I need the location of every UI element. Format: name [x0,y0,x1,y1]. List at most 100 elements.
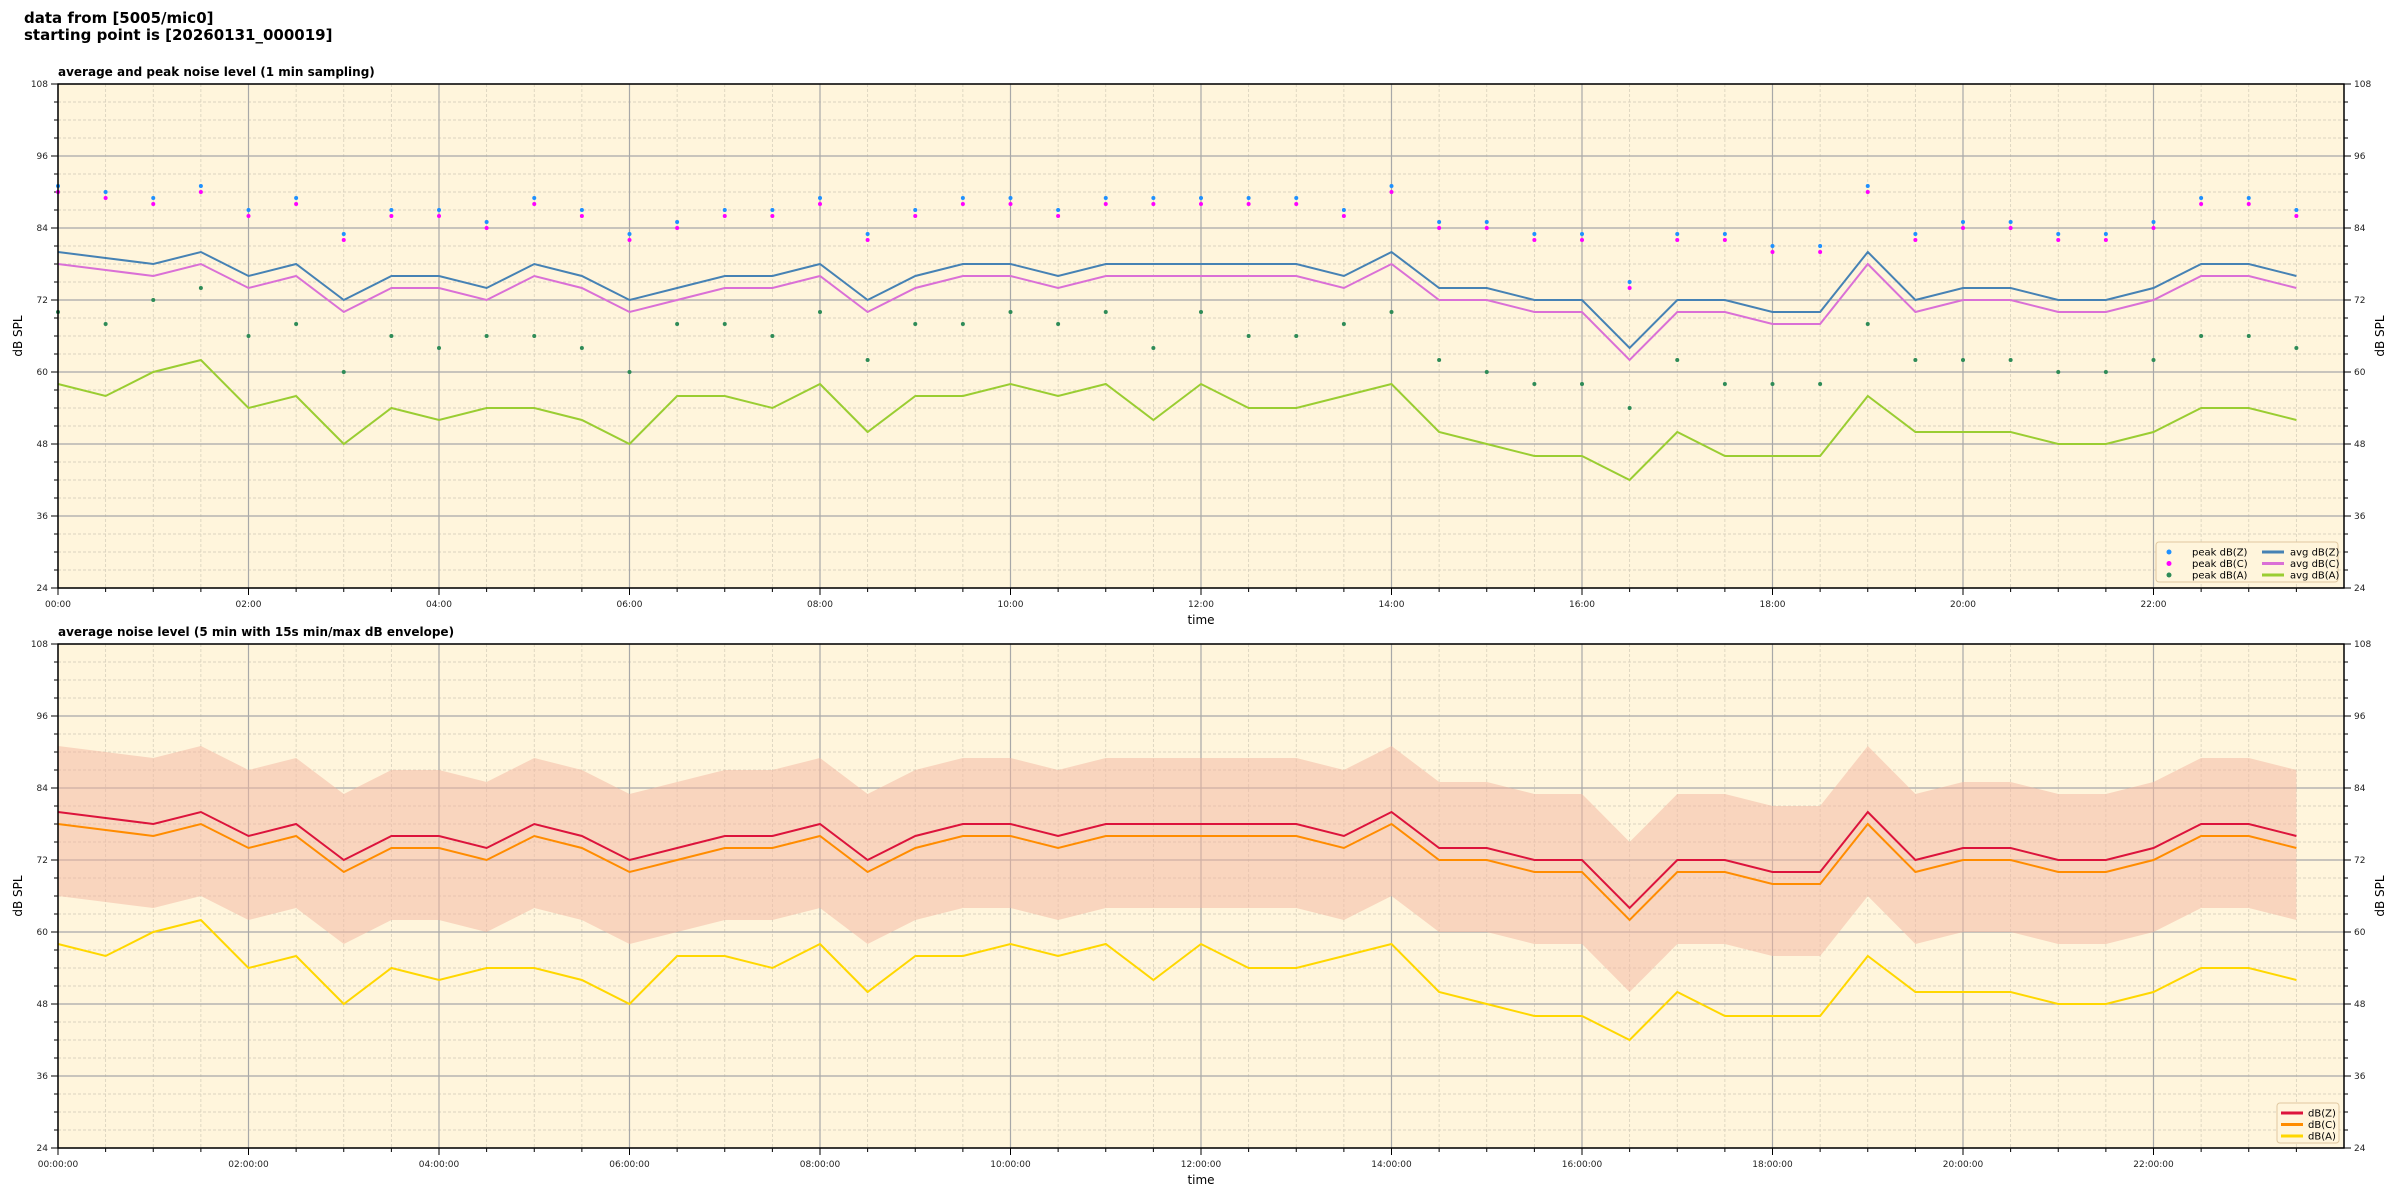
data-point-peakdbc [1056,214,1061,218]
data-point-peakdbz [294,196,299,200]
x-tick-label: 04:00:00 [419,1160,460,1170]
y-axis-label: dB SPL [11,315,25,357]
y-tick-label-right: 48 [2354,1000,2366,1010]
data-point-peakdba [341,370,346,374]
data-point-peakdbz [1389,184,1394,188]
data-point-peakdba [2151,358,2156,362]
data-point-peakdba [1437,358,1442,362]
data-point-peakdbz [2151,220,2156,224]
data-point-peakdba [1580,382,1584,386]
legend-label: avg dB(Z) [2290,548,2340,559]
legend-box [2155,541,2339,583]
data-point-peakdbc [1103,202,1108,206]
x-tick-label: 10:00:00 [990,1160,1031,1170]
data-point-peakdbz [103,190,108,194]
series-line-avgdbc [57,262,2297,362]
data-point-peakdba [532,334,537,338]
data-point-peakdbz [2199,196,2204,200]
data-point-peakdba [294,322,299,326]
data-point-peakdbc [1341,214,1346,218]
data-point-peakdba [627,370,632,374]
data-point-peakdba [1818,382,1823,386]
data-point-peakdba [1294,334,1299,338]
data-point-peakdba [2103,370,2108,374]
data-point-peakdba [1627,406,1632,410]
data-point-peakdbz [1103,196,1108,200]
data-point-peakdbc [1580,238,1584,242]
data-point-peakdba [151,298,156,302]
y-tick-label-right: 72 [2354,856,2365,866]
y-tick-label-right: 84 [2354,224,2366,234]
data-point-peakdbc [1389,190,1394,194]
x-tick-label: 16:00 [1569,600,1595,610]
data-point-peakdbz [437,208,441,212]
data-point-peakdbc [1722,238,1727,242]
y-tick-label: 108 [31,80,48,90]
data-point-peakdbc [437,214,441,218]
data-point-peakdbz [246,208,251,212]
x-axis-label: time [1187,613,1214,627]
y-tick-label-right: 48 [2354,440,2366,450]
starting-point-label: starting point is [20260131_000019] [24,26,333,44]
x-tick-label: 14:00:00 [1371,1160,1412,1170]
data-point-peakdbz [484,220,489,224]
data-point-peakdba [2056,370,2061,374]
data-point-peakdbz [1675,232,1680,236]
data-point-peakdba [960,322,965,326]
data-point-peakdbc [1532,238,1537,242]
data-point-peakdbc [2294,214,2299,218]
data-point-peakdba [1484,370,1489,374]
data-point-peakdbz [341,232,346,236]
data-point-peakdba [246,334,251,338]
data-point-peakdbz [1484,220,1489,224]
data-point-peakdbz [722,208,727,212]
data-point-peakdbc [2199,202,2204,206]
data-point-peakdbc [2008,226,2013,230]
data-point-peakdbz [151,196,156,200]
data-point-peakdbz [818,196,822,200]
y-tick-label: 60 [37,368,49,378]
data-point-peakdbc [1199,202,1203,206]
legend-label: avg dB(C) [2290,559,2340,570]
series-line-dbz [57,810,2297,910]
data-point-peakdbc [1913,238,1918,242]
data-point-peakdbz [770,208,775,212]
y-tick-label: 84 [37,784,49,794]
series-line-dbc [57,822,2297,922]
data-point-peakdba [389,334,394,338]
y-tick-label-right: 108 [2354,640,2371,650]
data-point-peakdbc [770,214,775,218]
chart-2: 24 24 36 36 48 48 60 60 72 72 84 84 96 96 108 108 00:00:… [11,625,2387,1187]
data-point-peakdbc [2151,226,2156,230]
data-point-peakdbc [2056,238,2061,242]
x-tick-label: 06:00:00 [609,1160,650,1170]
legend-label: peak dB(C) [2192,559,2248,570]
data-point-peakdba [1199,310,1203,314]
data-point-peakdbc [1246,202,1251,206]
y-tick-label: 48 [37,1000,49,1010]
data-point-peakdbz [1294,196,1299,200]
data-point-peakdbz [1199,196,1203,200]
y-tick-label: 84 [37,224,49,234]
data-point-peakdbc [818,202,822,206]
data-point-peakdba [1675,358,1680,362]
legend-label: dB(A) [2308,1132,2336,1143]
data-point-peakdbc [722,214,727,218]
data-point-peakdbc [913,214,918,218]
data-point-peakdbz [627,232,632,236]
data-point-peakdbc [246,214,251,218]
x-tick-label: 00:00:00 [38,1160,79,1170]
data-point-peakdbc [151,202,156,206]
data-point-peakdbc [579,214,584,218]
data-point-peakdbc [1294,202,1299,206]
series-line-avgdbz [57,250,2297,350]
y-tick-label: 72 [37,856,48,866]
data-point-peakdbc [1675,238,1680,242]
y-tick-label: 36 [37,512,49,522]
x-tick-label: 06:00 [617,600,643,610]
data-point-peakdbc [1627,286,1632,290]
data-point-peakdbc [675,226,680,230]
legend-label: peak dB(A) [2192,571,2248,582]
data-point-peakdbc [532,202,537,206]
y-tick-label-right: 24 [2354,1144,2366,1154]
